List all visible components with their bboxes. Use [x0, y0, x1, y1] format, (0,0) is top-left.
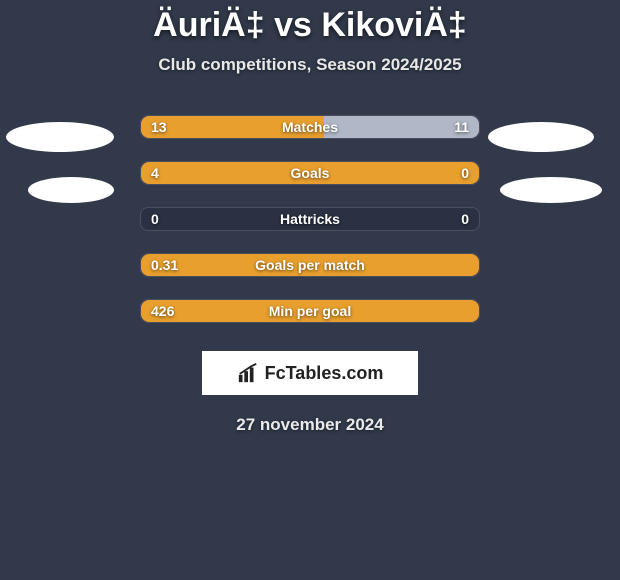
stat-fill	[141, 254, 479, 276]
stat-fill	[141, 300, 479, 322]
stat-fill-right	[324, 116, 479, 138]
stat-row: 0 0Hattricks	[140, 207, 480, 231]
stat-value-left: 0	[151, 208, 159, 230]
stats-list: 1311Matches 40Goals 0 0Hattricks 0.31Goals p…	[140, 115, 480, 323]
comparison-card: ÄuriÄ‡ vs KikoviÄ‡ Club competitions, Se…	[0, 0, 620, 580]
bar-chart-icon	[237, 362, 259, 384]
brand-badge: FcTables.com	[202, 351, 418, 395]
decorative-ellipse	[500, 177, 602, 203]
stat-row: 0.31Goals per match	[140, 253, 480, 277]
stat-row: 1311Matches	[140, 115, 480, 139]
decorative-ellipse	[6, 122, 114, 152]
stat-value-right: 0	[461, 208, 469, 230]
stat-row: 426Min per goal	[140, 299, 480, 323]
brand-text: FcTables.com	[265, 363, 384, 384]
stat-fill-left	[141, 116, 324, 138]
page-title: ÄuriÄ‡ vs KikoviÄ‡	[0, 0, 620, 45]
stat-fill-right	[405, 162, 479, 184]
stat-label: Hattricks	[141, 208, 479, 230]
page-subtitle: Club competitions, Season 2024/2025	[0, 55, 620, 75]
decorative-ellipse	[488, 122, 594, 152]
stat-fill-left	[141, 162, 405, 184]
date-text: 27 november 2024	[0, 415, 620, 435]
decorative-ellipse	[28, 177, 114, 203]
stat-row: 40Goals	[140, 161, 480, 185]
